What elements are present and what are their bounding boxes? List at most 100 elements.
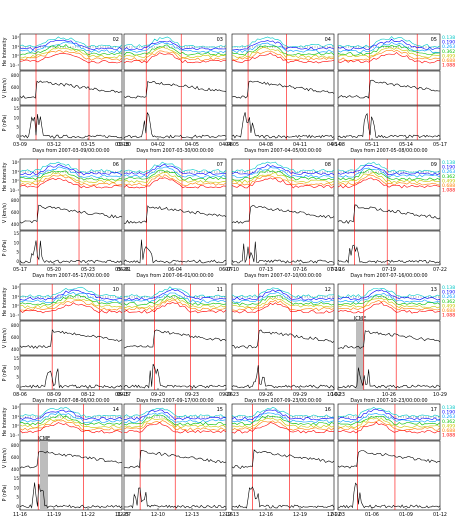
x-tick-label: 11-16 bbox=[13, 512, 27, 516]
dynamic-pressure-line bbox=[231, 112, 335, 139]
he-intensity-series bbox=[19, 44, 123, 56]
x-tick-label: 05-08 bbox=[331, 142, 345, 148]
he-intensity-series bbox=[123, 421, 227, 434]
he-intensity-frame bbox=[337, 158, 441, 196]
y-tick-label-p: 10 bbox=[14, 485, 20, 490]
energy-legend-entry: 0.499 bbox=[442, 303, 455, 309]
he-intensity-series bbox=[231, 302, 335, 314]
he-intensity-series bbox=[337, 47, 441, 58]
y-tick-label-v: 400 bbox=[11, 97, 19, 102]
he-intensity-series bbox=[337, 172, 441, 184]
pressure-frame bbox=[19, 475, 123, 511]
x-axis-label: Days from 2007-06-01/00:00:00 bbox=[136, 273, 213, 279]
pressure-frame bbox=[19, 230, 123, 266]
solar-wind-speed-line bbox=[337, 450, 440, 469]
energy-legend-entry: 0.138 bbox=[442, 405, 455, 411]
energy-legend-entry: 0.688 bbox=[442, 428, 455, 434]
x-tick-label: 10-29 bbox=[433, 392, 447, 398]
y-tick-label-v: 400 bbox=[11, 347, 19, 352]
he-intensity-series bbox=[19, 297, 123, 309]
he-intensity-series bbox=[231, 412, 335, 424]
solar-wind-speed-line bbox=[123, 80, 227, 99]
x-axis-label: Days from 2007-04-05/00:00:00 bbox=[244, 148, 321, 154]
pressure-frame bbox=[337, 475, 441, 511]
y-axis-label-p: P (nPa) bbox=[2, 484, 8, 501]
velocity-frame bbox=[19, 440, 123, 476]
he-intensity-series bbox=[231, 420, 335, 431]
velocity-frame bbox=[19, 195, 123, 231]
x-tick-label: 12-16 bbox=[259, 512, 273, 516]
he-intensity-series bbox=[337, 36, 441, 48]
he-intensity-series bbox=[123, 409, 227, 421]
he-intensity-series bbox=[231, 417, 335, 429]
x-tick-label: 01-12 bbox=[433, 512, 447, 516]
dynamic-pressure-line bbox=[19, 240, 123, 264]
solar-wind-speed-line bbox=[337, 204, 441, 224]
y-tick-label-v: 800 bbox=[11, 198, 19, 203]
x-tick-label: 04-08 bbox=[259, 142, 273, 148]
event-number-label: 09 bbox=[431, 162, 437, 168]
energy-legend-entry: 0.499 bbox=[442, 178, 455, 184]
x-tick-label: 01-06 bbox=[365, 512, 379, 516]
x-tick-label: 09-17 bbox=[117, 392, 131, 398]
he-intensity-series bbox=[20, 300, 123, 311]
he-intensity-series bbox=[231, 164, 335, 176]
velocity-frame bbox=[337, 70, 441, 106]
x-tick-label: 04-05 bbox=[185, 142, 199, 148]
y-tick-label-v: 400 bbox=[11, 467, 19, 472]
dynamic-pressure-line bbox=[20, 114, 123, 139]
velocity-frame bbox=[19, 70, 123, 106]
energy-legend-entry: 0.190 bbox=[442, 165, 455, 171]
he-intensity-series bbox=[123, 44, 227, 56]
he-intensity-frame bbox=[19, 283, 123, 321]
x-tick-label: 09-23 bbox=[225, 392, 239, 398]
y-tick-label-he: 10⁰ bbox=[12, 54, 19, 59]
energy-legend-entry: 0.138 bbox=[442, 35, 455, 41]
he-intensity-frame bbox=[337, 33, 441, 71]
he-intensity-series bbox=[19, 172, 123, 184]
energy-legend-entry: 0.688 bbox=[442, 58, 455, 64]
y-tick-label-p: 15 bbox=[14, 231, 20, 236]
event-number-label: 04 bbox=[325, 37, 331, 43]
velocity-frame bbox=[337, 440, 441, 476]
he-intensity-series bbox=[231, 40, 335, 51]
x-tick-label: 12-13 bbox=[225, 512, 239, 516]
event-number-label: 06 bbox=[113, 162, 119, 168]
x-tick-label: 07-16 bbox=[331, 267, 345, 273]
y-tick-label-he: 10¹ bbox=[12, 294, 19, 299]
y-axis-label-he: He Intensity bbox=[2, 407, 8, 436]
he-intensity-series bbox=[19, 41, 123, 54]
y-tick-label-he: 10⁻¹ bbox=[10, 433, 20, 438]
y-tick-label-v: 600 bbox=[11, 455, 19, 460]
x-tick-label: 04-08 bbox=[219, 142, 233, 148]
y-tick-label-v: 600 bbox=[11, 85, 19, 90]
event-number-label: 07 bbox=[217, 162, 223, 168]
x-tick-label: 12-19 bbox=[293, 512, 307, 516]
y-axis-label-v: V (km/s) bbox=[2, 78, 8, 98]
dynamic-pressure-line bbox=[337, 244, 441, 264]
y-axis-label-p: P (nPa) bbox=[2, 364, 8, 381]
he-intensity-series bbox=[337, 297, 441, 309]
he-intensity-series bbox=[231, 291, 335, 304]
pressure-frame bbox=[231, 355, 335, 391]
he-intensity-series bbox=[19, 417, 123, 429]
he-intensity-frame bbox=[19, 33, 123, 71]
energy-legend-entry: 0.138 bbox=[442, 160, 455, 166]
x-tick-label: 05-23 bbox=[81, 267, 95, 273]
energy-legend-entry: 0.263 bbox=[442, 169, 455, 175]
x-tick-label: 03-18 bbox=[115, 142, 129, 148]
dynamic-pressure-line bbox=[123, 363, 227, 389]
he-intensity-series bbox=[337, 412, 441, 423]
he-intensity-series bbox=[19, 411, 123, 423]
y-tick-label-he: 10¹ bbox=[12, 414, 19, 419]
event-number-label: 14 bbox=[113, 407, 119, 413]
he-intensity-series bbox=[19, 164, 123, 176]
solar-wind-speed-line bbox=[19, 80, 123, 99]
icme-shading bbox=[40, 441, 48, 510]
he-intensity-series bbox=[337, 167, 441, 178]
dynamic-pressure-line bbox=[123, 487, 227, 509]
he-intensity-series bbox=[231, 175, 335, 186]
energy-legend-entry: 0.499 bbox=[442, 423, 455, 429]
he-intensity-frame bbox=[231, 283, 335, 321]
he-intensity-series bbox=[123, 302, 227, 314]
